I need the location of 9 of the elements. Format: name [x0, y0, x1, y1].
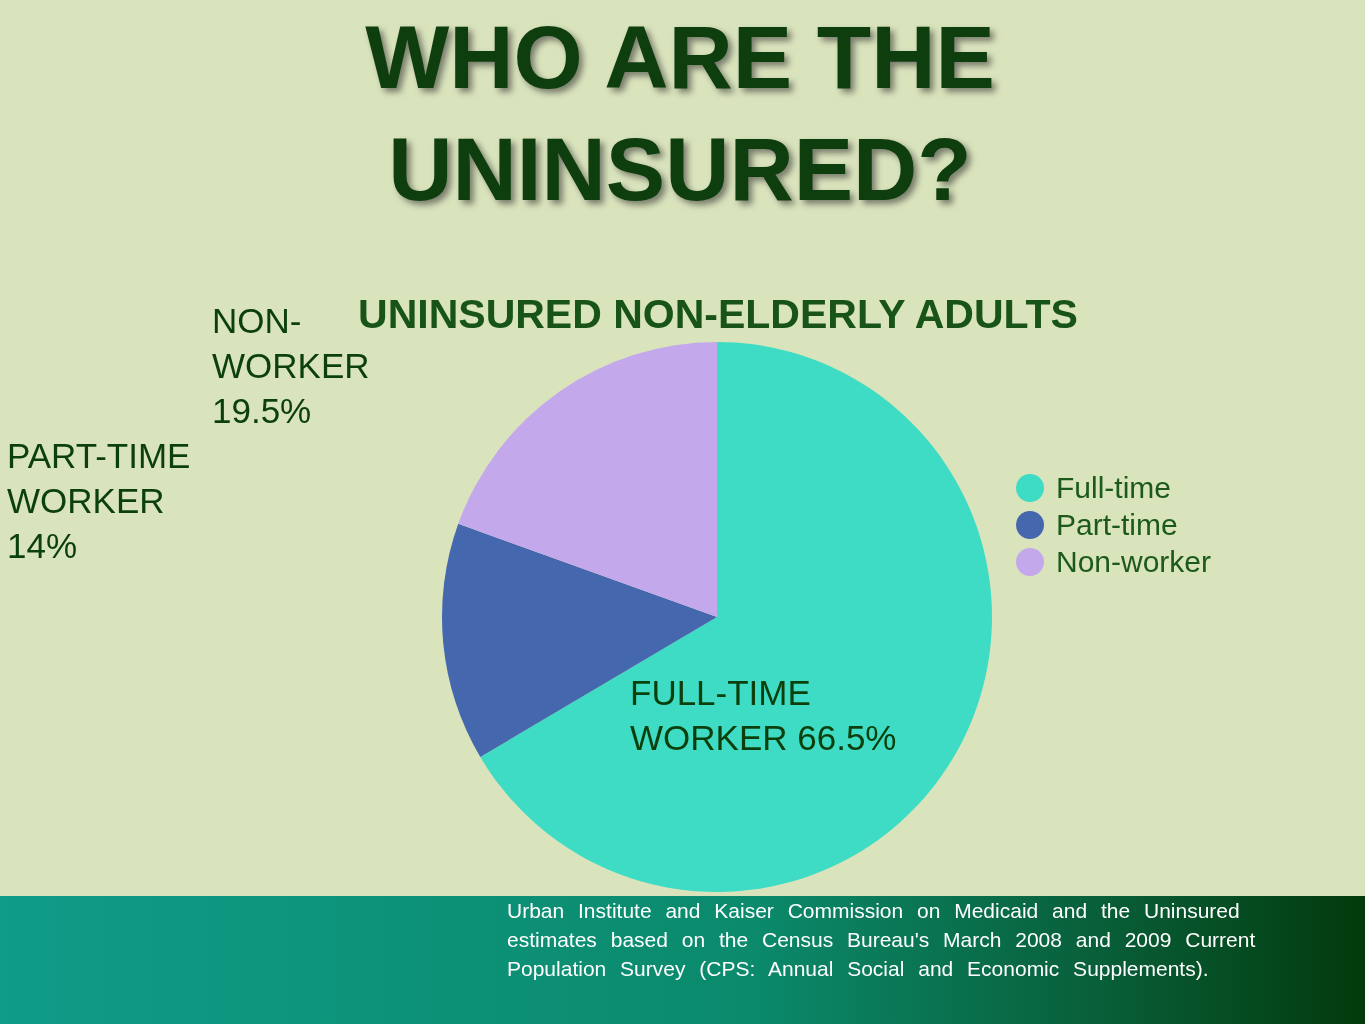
data-label: FULL-TIME WORKER 66.5%: [630, 673, 897, 757]
text: Urban Institute and Kaiser Commission on Medicaid and the Uninsured estimates based on the Census Bureau's March 2008 and 2009 Current Population Survey (CPS: Annual Social and Economic Supplements).: [507, 899, 1256, 980]
chart-title: WHO ARE THE UNINSURED?: [365, 7, 995, 219]
legend-label: Part-time: [1056, 508, 1178, 541]
legend-label: Full-time: [1056, 471, 1172, 504]
data-label: PART-TIME WORKER 14%: [7, 436, 191, 565]
legend-label: Non-worker: [1056, 545, 1212, 578]
pie-slice: [480, 342, 992, 892]
pie-slice: [458, 342, 717, 617]
